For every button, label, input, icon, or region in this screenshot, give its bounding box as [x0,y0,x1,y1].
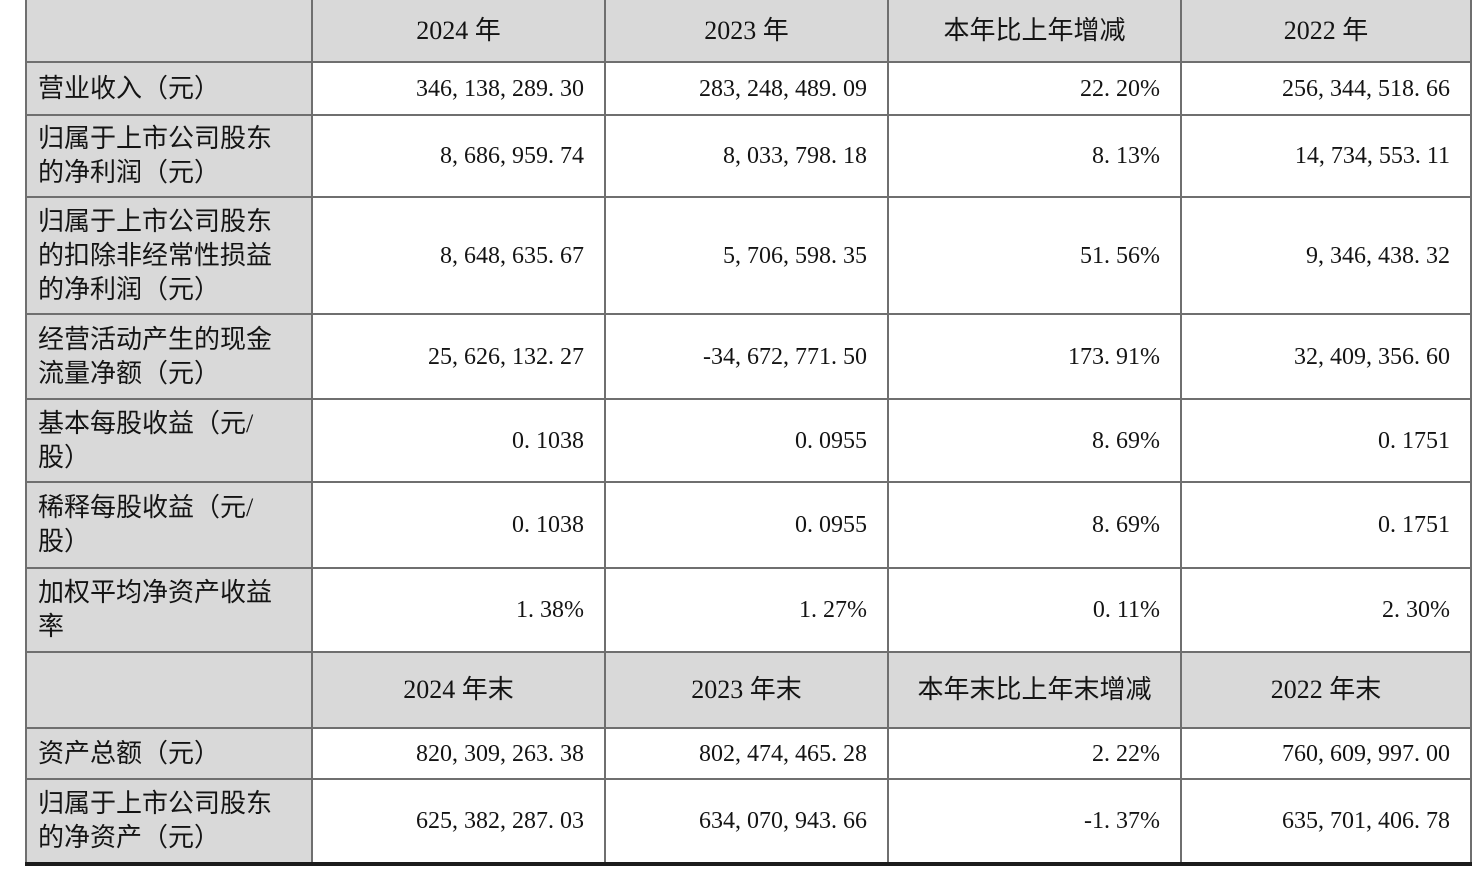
cell-value: -1. 37% [887,778,1182,865]
cell-value: 760, 609, 997. 00 [1180,727,1472,780]
cell-value: 14, 734, 553. 11 [1180,114,1472,198]
cell-value: 8. 69% [887,481,1182,569]
cell-value: 0. 11% [887,567,1182,653]
table-row-net-profit: 归属于上市公司股东 的净利润（元） 8, 686, 959. 74 8, 033… [25,114,1472,198]
cell-value: 8, 686, 959. 74 [311,114,606,198]
table-row-total-assets: 资产总额（元） 820, 309, 263. 38 802, 474, 465.… [25,727,1472,780]
cell-value: 346, 138, 289. 30 [311,61,606,116]
table-row-weighted-roe: 加权平均净资产收益 率 1. 38% 1. 27% 0. 11% 2. 30% [25,567,1472,653]
cell-value: 0. 1038 [311,398,606,483]
cell-value: 51. 56% [887,196,1182,315]
cell-value: 9, 346, 438. 32 [1180,196,1472,315]
row-label: 稀释每股收益（元/ 股） [25,481,313,569]
header-row-annual: 2024 年 2023 年 本年比上年增减 2022 年 [25,0,1472,63]
column-header-2022-end: 2022 年末 [1180,651,1472,729]
cell-value: 32, 409, 356. 60 [1180,313,1472,400]
column-header-2022: 2022 年 [1180,0,1472,63]
cell-value: 8. 13% [887,114,1182,198]
cell-value: 0. 1751 [1180,481,1472,569]
cell-value: 635, 701, 406. 78 [1180,778,1472,865]
cell-value: 173. 91% [887,313,1182,400]
header-row-year-end: 2024 年末 2023 年末 本年末比上年末增减 2022 年末 [25,651,1472,729]
table-row-operating-cash-flow: 经营活动产生的现金 流量净额（元） 25, 626, 132. 27 -34, … [25,313,1472,400]
table-row-net-assets: 归属于上市公司股东 的净资产（元） 625, 382, 287. 03 634,… [25,778,1472,865]
cell-value: 0. 0955 [604,398,889,483]
column-header-2023-end: 2023 年末 [604,651,889,729]
column-header-yoy-change: 本年比上年增减 [887,0,1182,63]
table-row-revenue: 营业收入（元） 346, 138, 289. 30 283, 248, 489.… [25,61,1472,116]
cell-value: 0. 0955 [604,481,889,569]
row-label: 资产总额（元） [25,727,313,780]
cell-value: 2. 30% [1180,567,1472,653]
row-label: 归属于上市公司股东 的净资产（元） [25,778,313,865]
row-label: 归属于上市公司股东 的扣除非经常性损益 的净利润（元） [25,196,313,315]
row-label: 经营活动产生的现金 流量净额（元） [25,313,313,400]
column-header-year-end-change: 本年末比上年末增减 [887,651,1182,729]
cell-value: 820, 309, 263. 38 [311,727,606,780]
cell-value: 5, 706, 598. 35 [604,196,889,315]
financial-summary-table: 2024 年 2023 年 本年比上年增减 2022 年 营业收入（元） 346… [25,0,1472,866]
row-label: 加权平均净资产收益 率 [25,567,313,653]
cell-value: 634, 070, 943. 66 [604,778,889,865]
cell-value: 283, 248, 489. 09 [604,61,889,116]
header-corner-cell [25,0,313,63]
table-row-deducted-net-profit: 归属于上市公司股东 的扣除非经常性损益 的净利润（元） 8, 648, 635.… [25,196,1472,315]
column-header-2024-end: 2024 年末 [311,651,606,729]
cell-value: 1. 27% [604,567,889,653]
header-corner-cell [25,651,313,729]
cell-value: 256, 344, 518. 66 [1180,61,1472,116]
cell-value: 0. 1751 [1180,398,1472,483]
cell-value: -34, 672, 771. 50 [604,313,889,400]
column-header-2023: 2023 年 [604,0,889,63]
cell-value: 8, 033, 798. 18 [604,114,889,198]
table-row-diluted-eps: 稀释每股收益（元/ 股） 0. 1038 0. 0955 8. 69% 0. 1… [25,481,1472,569]
cell-value: 25, 626, 132. 27 [311,313,606,400]
cell-value: 8. 69% [887,398,1182,483]
column-header-2024: 2024 年 [311,0,606,63]
table-row-basic-eps: 基本每股收益（元/ 股） 0. 1038 0. 0955 8. 69% 0. 1… [25,398,1472,483]
cell-value: 802, 474, 465. 28 [604,727,889,780]
row-label: 归属于上市公司股东 的净利润（元） [25,114,313,198]
cell-value: 625, 382, 287. 03 [311,778,606,865]
cell-value: 8, 648, 635. 67 [311,196,606,315]
cell-value: 2. 22% [887,727,1182,780]
row-label: 基本每股收益（元/ 股） [25,398,313,483]
cell-value: 22. 20% [887,61,1182,116]
cell-value: 0. 1038 [311,481,606,569]
cell-value: 1. 38% [311,567,606,653]
row-label: 营业收入（元） [25,61,313,116]
